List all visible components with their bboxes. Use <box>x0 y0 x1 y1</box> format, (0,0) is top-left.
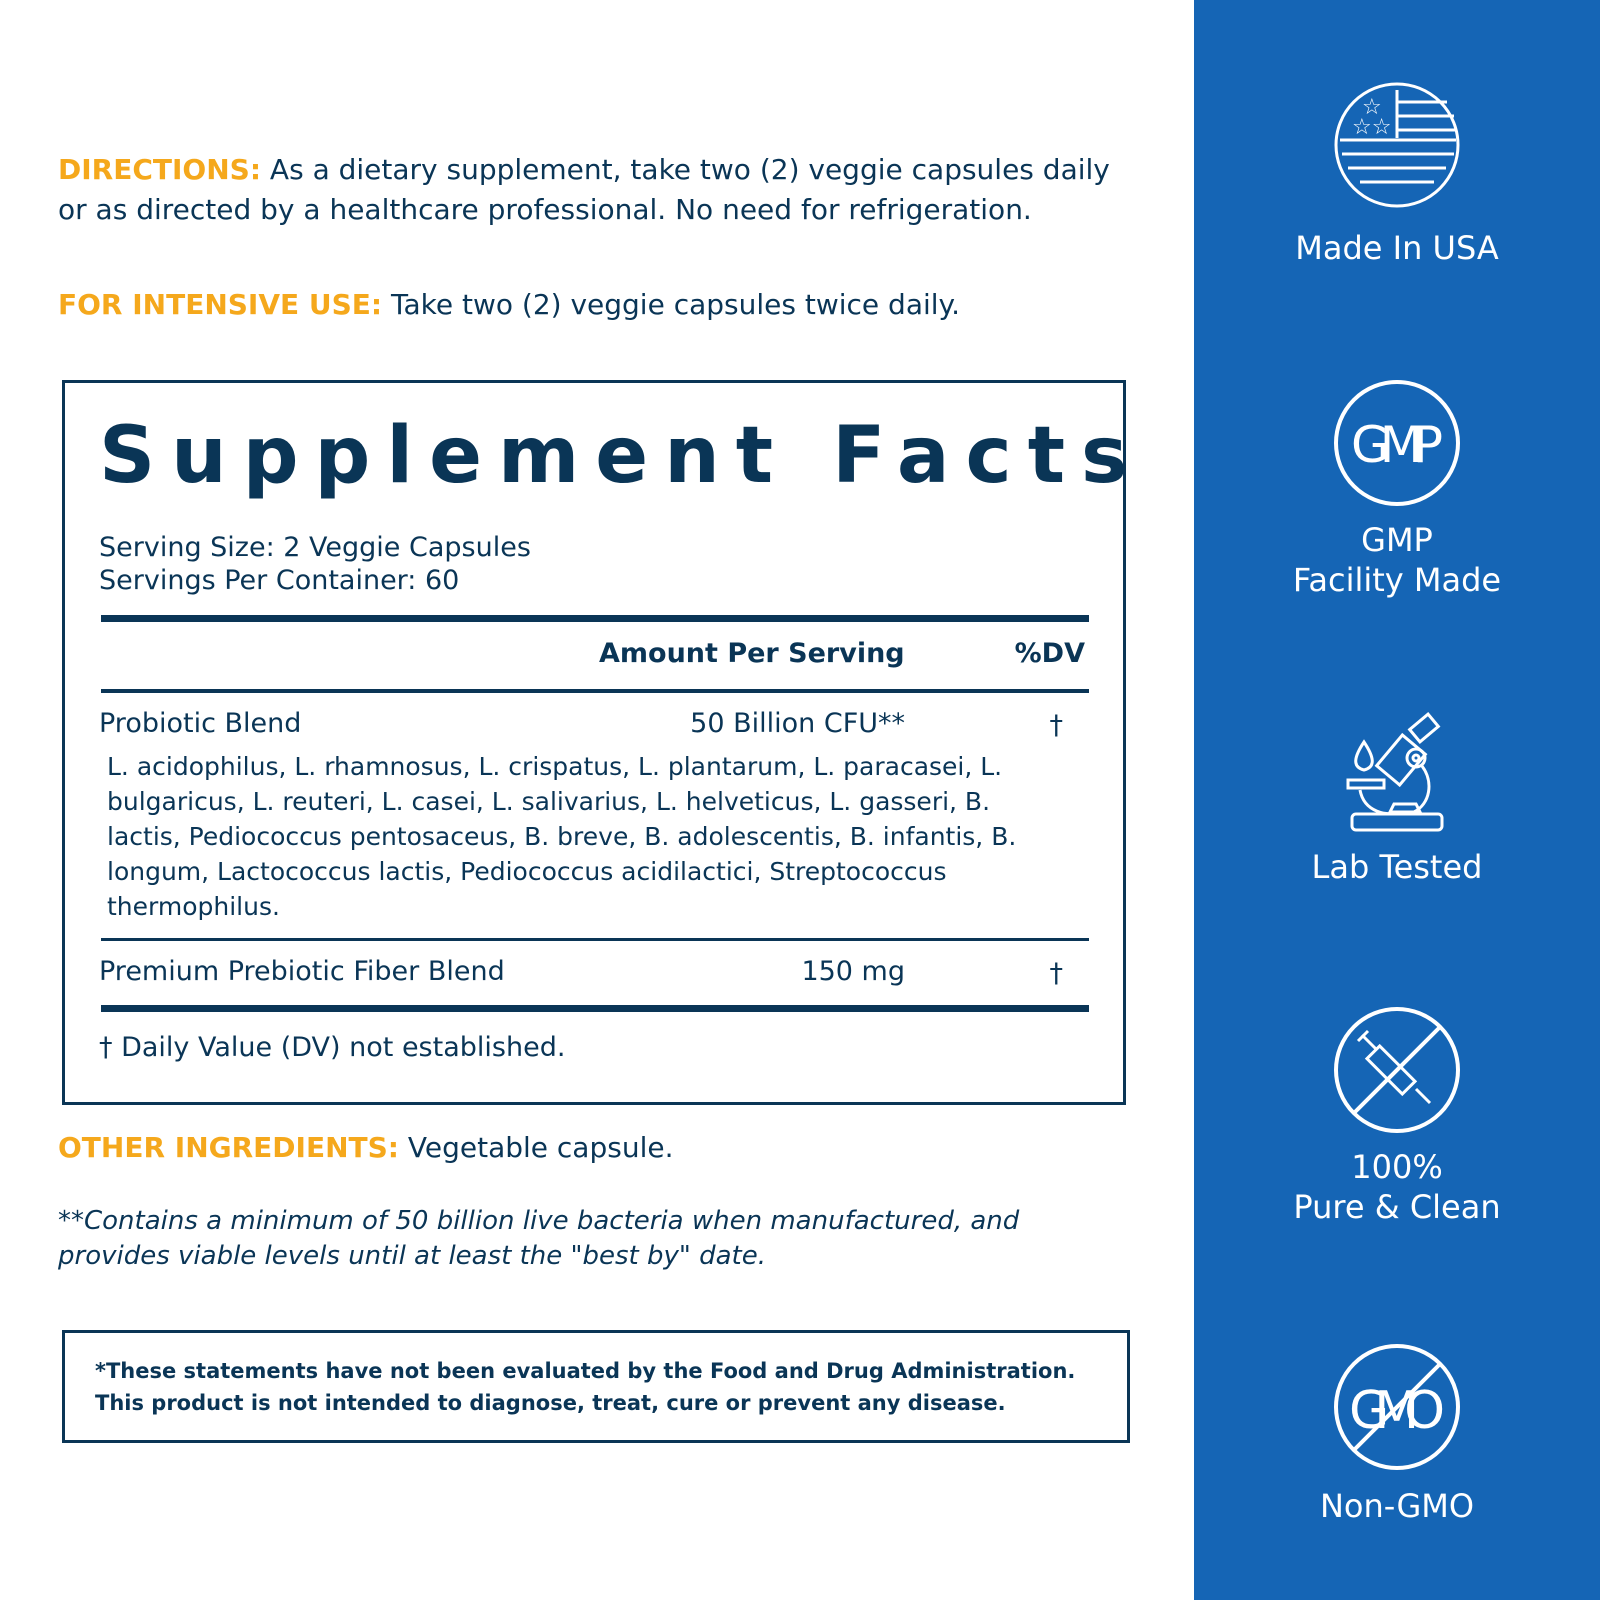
svg-text:☆: ☆ <box>1362 95 1382 120</box>
intensive-text: Take two (2) veggie capsules twice daily… <box>391 288 961 321</box>
badge-label: Lab Tested <box>1311 848 1483 886</box>
probiotic-dv: † <box>1049 710 1064 741</box>
servings-per-container: Servings Per Container: 60 <box>99 565 460 596</box>
intensive-label: FOR INTENSIVE USE: <box>58 288 383 321</box>
prebiotic-dv: † <box>1049 958 1064 989</box>
gmp-icon: GMP <box>1334 380 1460 506</box>
badge-gmp: GMP GMP Facility Made <box>1194 378 1600 600</box>
footnote: † Daily Value (DV) not established. <box>99 1032 566 1063</box>
badge-lab-tested: Lab Tested <box>1194 712 1600 887</box>
no-syringe-icon <box>1334 1007 1460 1133</box>
directions-text: As a dietary supplement, take two (2) ve… <box>58 153 1110 226</box>
fda-disclaimer: *These statements have not been evaluate… <box>62 1330 1130 1443</box>
probiotic-amount: 50 Billion CFU** <box>690 708 905 739</box>
intensive-use: FOR INTENSIVE USE: Take two (2) veggie c… <box>58 285 1138 325</box>
facts-title: Supplement Facts <box>99 411 1144 501</box>
badge-label: Non-GMO <box>1319 1487 1475 1525</box>
prebiotic-name: Premium Prebiotic Fiber Blend <box>99 956 505 987</box>
serving-size: Serving Size: 2 Veggie Capsules <box>99 532 531 563</box>
probiotic-strains: L. acidophilus, L. rhamnosus, L. crispat… <box>107 752 1017 921</box>
svg-text:GMP: GMP <box>1351 416 1443 474</box>
disclaimer-line-1: *These statements have not been evaluate… <box>95 1359 1076 1383</box>
badge-label-1: GMP <box>1361 521 1433 559</box>
divider <box>101 689 1089 693</box>
divider <box>101 615 1089 622</box>
divider <box>101 938 1089 941</box>
prebiotic-amount: 150 mg <box>801 956 905 987</box>
disclaimer-line-2: This product is not intended to diagnose… <box>95 1391 1006 1415</box>
other-label: OTHER INGREDIENTS: <box>58 1131 399 1164</box>
badge-label-1: 100% <box>1351 1148 1443 1186</box>
badge-label: Made In USA <box>1295 229 1499 267</box>
badge-non-gmo: GMO Non-GMO <box>1194 1342 1600 1526</box>
no-gmo-icon: GMO <box>1334 1344 1460 1470</box>
svg-text:☆☆: ☆☆ <box>1352 115 1391 140</box>
supplement-facts-panel: Supplement Facts Serving Size: 2 Veggie … <box>62 380 1127 1105</box>
divider <box>101 1005 1089 1012</box>
directions: DIRECTIONS: As a dietary supplement, tak… <box>58 150 1138 230</box>
badges-panel: ☆☆ ☆ Made In USA GMP GMP Facility Made La… <box>1194 0 1600 1600</box>
col-amount: Amount Per Serving <box>599 638 905 669</box>
badge-label-2: Pure & Clean <box>1293 1188 1501 1226</box>
badge-pure-clean: 100% Pure & Clean <box>1194 1005 1600 1227</box>
badge-label-2: Facility Made <box>1292 561 1502 599</box>
other-ingredients: OTHER INGREDIENTS: Vegetable capsule. <box>58 1128 673 1168</box>
col-dv: %DV <box>1014 638 1085 669</box>
usa-flag-icon: ☆☆☆ <box>1334 82 1460 208</box>
svg-text:GMO: GMO <box>1349 1381 1445 1441</box>
microscope-icon <box>1346 712 1444 832</box>
badge-made-in-usa: ☆☆ ☆ Made In USA <box>1194 80 1600 268</box>
directions-label: DIRECTIONS: <box>58 153 262 186</box>
cfu-note: **Contains a minimum of 50 billion live … <box>58 1206 1020 1271</box>
other-text: Vegetable capsule. <box>407 1131 674 1164</box>
probiotic-name: Probiotic Blend <box>99 708 302 739</box>
